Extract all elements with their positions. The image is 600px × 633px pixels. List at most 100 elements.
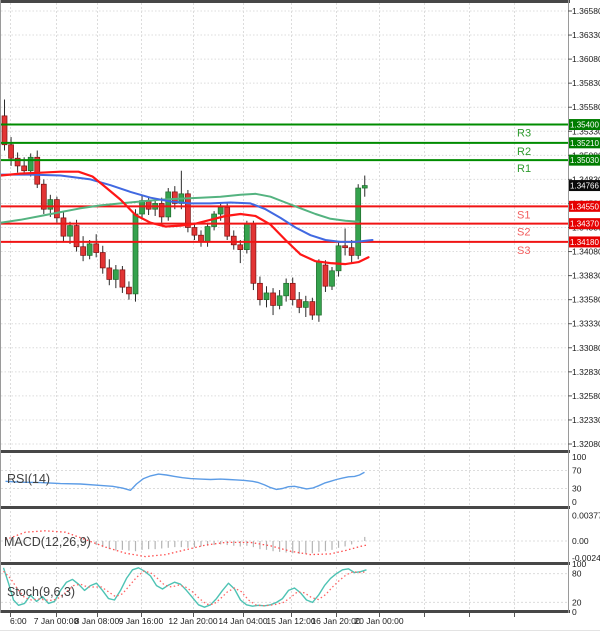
price-axis-label: 1.33330 [572,319,600,329]
price-axis-label: 1.32080 [572,439,600,449]
time-axis-label: 12 Jan 20:00 [168,616,217,626]
candle [14,157,21,167]
candle [40,183,47,210]
time-axis-label: 9 Jan 16:00 [119,616,164,626]
price-axis-label: 1.36330 [572,30,600,40]
price-axis-label: 1.33830 [572,271,600,281]
candle [185,193,191,228]
pivot-price-badge-r3-text: 1.35400 [570,121,599,130]
rsi-line [5,471,365,491]
pivot-price-badge-s3-text: 1.34180 [570,238,599,247]
candle [54,199,60,219]
macd-indicator-label: MACD(12,26,9) [4,535,91,549]
time-axis-label: 8 Jan 08:00 [75,616,120,626]
pivot-label-s2: S2 [517,227,530,239]
candle [47,199,54,210]
pivot-price-badge-s1 [569,200,600,212]
candle [296,299,303,308]
stoch-axis-label: 100 [572,559,586,569]
pivot-label-s3: S3 [517,245,530,257]
time-axis-label: 20 Jan 00:00 [354,616,403,626]
bottom-edge-line [0,630,600,631]
candle [257,282,263,301]
price-axis-label: 1.35580 [572,102,600,112]
candle [302,301,309,308]
price-axis-label: 1.35330 [572,126,600,136]
candle [119,269,126,288]
stoch-d-line [3,570,367,607]
panel-separator [0,506,570,509]
candle [80,246,86,256]
candle [348,247,355,256]
pivot-price-badge-s2-text: 1.34370 [570,220,599,229]
candle [27,156,34,172]
candle [106,267,113,280]
panel-separator [0,610,570,613]
candle [67,225,73,237]
candle [316,261,322,316]
candle [191,227,198,236]
pivot-price-badge-s3 [569,236,600,248]
candle [289,282,296,301]
candle [309,301,316,316]
price-axis-label: 1.36080 [572,54,600,64]
pivot-label-s1: S1 [517,209,530,221]
pivot-label-r2: R2 [517,146,531,158]
macd-axis-label: -0.002476 [572,553,600,563]
candle [230,235,237,246]
ma-red-line [0,170,370,266]
pivot-price-badge-r1 [569,154,600,166]
price-axis-label: 1.34080 [572,247,600,257]
candle [263,292,270,301]
candle [8,144,14,159]
price-axis-label: 1.32580 [572,391,600,401]
price-axis-label: 1.34830 [572,174,600,184]
stoch-axis-label: 80 [572,569,582,579]
pivot-price-badge-s1-text: 1.34550 [570,202,599,211]
macd-signal-line [5,530,367,558]
candle [204,226,211,243]
candle [270,292,276,306]
candle [276,295,283,306]
price-axis-label: 1.33580 [572,295,600,305]
candle [93,243,100,253]
candle [237,244,244,250]
candle [171,191,178,204]
candle [165,191,172,218]
candle [1,115,8,146]
rsi-indicator-label: RSI(14) [7,472,51,486]
ma-green-line [0,192,360,224]
price-axis-label: 1.33080 [572,343,600,353]
candle [335,245,342,272]
pivot-price-badge-r1-text: 1.35030 [570,156,599,165]
price-axis-label: 1.32830 [572,367,600,377]
candle [217,206,224,215]
candle [34,156,41,185]
candle [158,203,165,218]
candle [198,234,204,243]
current-price-badge-text: 1.34766 [570,182,599,191]
time-axis-label: 7 Jan 00:00 [34,616,79,626]
macd-axis-label: 0.003773 [572,510,600,520]
candle [322,264,329,287]
stoch-axis-label: 0 [572,607,577,617]
candle [21,165,27,172]
stoch-axis-label: 20 [572,597,582,607]
stoch-indicator-label: Stoch(9,6,3) [7,585,76,599]
ma-blue-line [0,173,374,243]
pivot-price-badge-r3 [569,119,600,131]
candle [224,206,231,237]
price-axis-label: 1.36580 [572,6,600,16]
pivot-price-badge-r2-text: 1.35210 [570,139,599,148]
time-axis-label: 15 Jan 12:00 [266,616,315,626]
rsi-axis-label: 70 [572,466,582,476]
time-axis-label: 14 Jan 04:00 [218,616,267,626]
candle [126,286,132,295]
current-price-badge [569,180,600,192]
price-axis-label: 1.35830 [572,78,600,88]
candle [60,217,67,237]
pivot-label-r3: R3 [517,128,531,140]
rsi-axis-label: 30 [572,484,582,494]
rsi-axis-label: 0 [572,497,577,507]
